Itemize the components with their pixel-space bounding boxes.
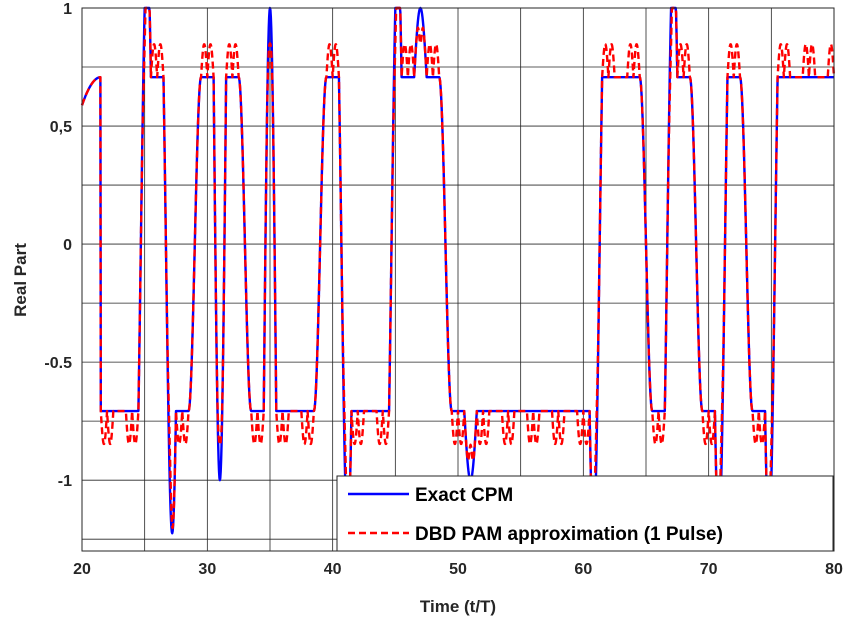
x-tick-label: 30 [198, 561, 216, 578]
legend: Exact CPM DBD PAM approximation (1 Pulse… [336, 475, 834, 552]
x-tick-label: 40 [324, 561, 342, 578]
x-tick-label: 60 [574, 561, 592, 578]
legend-label-dbd-pam: DBD PAM approximation (1 Pulse) [415, 524, 723, 545]
y-tick-label: 0 [63, 237, 72, 254]
tick-labels: 20 30 40 50 60 70 80 -1 -0.5 0 0,5 1 [44, 1, 843, 578]
x-tick-label: 20 [73, 561, 91, 578]
legend-box [336, 475, 834, 552]
y-tick-label: 1 [63, 1, 72, 18]
y-tick-label: -1 [58, 473, 72, 490]
y-axis-label: Real Part [11, 243, 30, 317]
x-tick-label: 50 [449, 561, 467, 578]
series-line-dbd-pam-approximation [80, 6, 836, 530]
y-tick-label: 0,5 [50, 119, 72, 136]
x-axis-label: Time (t/T) [420, 597, 496, 616]
legend-label-exact-cpm: Exact CPM [415, 485, 513, 506]
x-tick-label: 70 [700, 561, 718, 578]
x-tick-label: 80 [825, 561, 843, 578]
y-tick-label: -0.5 [44, 355, 72, 372]
series-layer [80, 6, 836, 535]
